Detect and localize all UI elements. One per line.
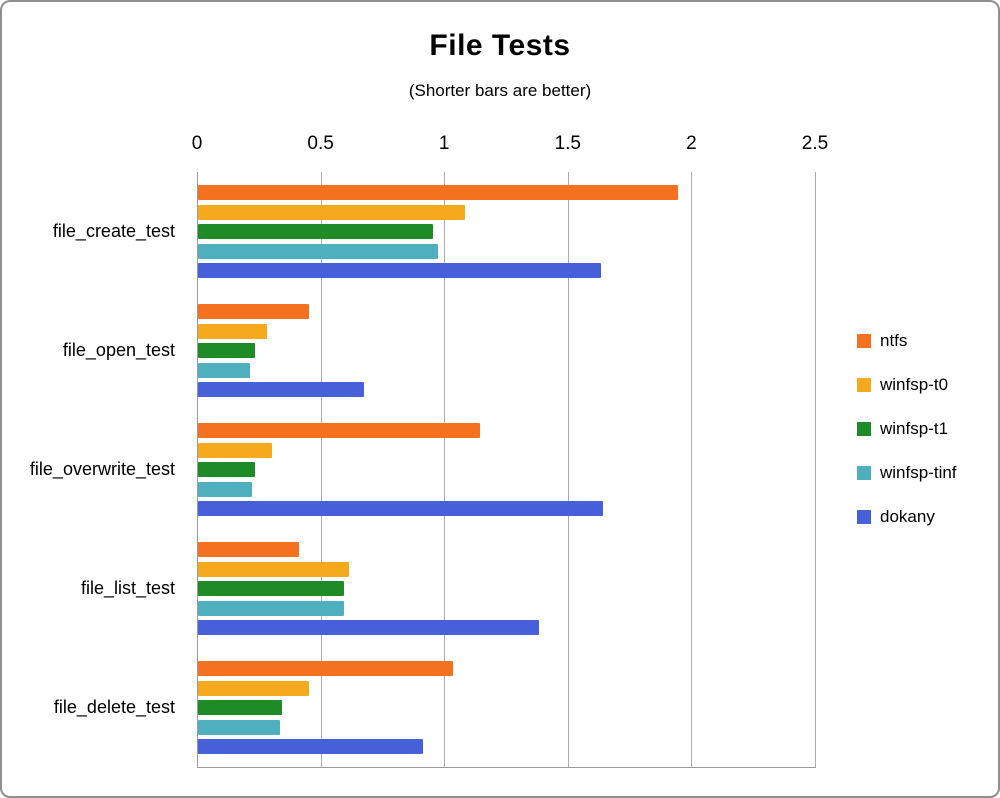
- bar-dokany: [198, 382, 364, 397]
- bar-dokany: [198, 263, 601, 278]
- bar-dokany: [198, 501, 604, 516]
- legend-item: dokany: [857, 506, 957, 526]
- bar-group: [198, 410, 816, 529]
- x-tick-label: 2: [686, 133, 697, 154]
- legend-item: winfsp-t1: [857, 418, 957, 438]
- chart-title: File Tests: [429, 29, 571, 62]
- bar-winfsp-t0: [198, 323, 268, 339]
- bar-winfsp-t1: [198, 343, 255, 358]
- x-tick-label: 2.5: [801, 133, 829, 154]
- bar-winfsp-tinf: [198, 481, 253, 497]
- bar-dokany: [198, 739, 423, 754]
- bar-winfsp-t1: [198, 700, 283, 715]
- bar-group: [198, 291, 816, 410]
- legend: ntfs winfsp-t0 winfsp-t1 winfsp-tinf dokany: [857, 330, 957, 552]
- bar-winfsp-t0: [198, 680, 310, 696]
- category-label: file_list_test: [80, 578, 175, 598]
- bar-winfsp-tinf: [198, 719, 280, 735]
- legend-label: winfsp-t0: [880, 374, 949, 394]
- legend-label: ntfs: [880, 330, 908, 350]
- bar-ntfs: [198, 542, 300, 557]
- x-tick-label: 1: [438, 133, 450, 154]
- legend-item: winfsp-tinf: [857, 462, 957, 482]
- chart-subtitle: (Shorter bars are better): [408, 81, 592, 100]
- x-tick-label: 1.5: [554, 133, 582, 154]
- category-label: file_delete_test: [53, 697, 175, 717]
- legend-label: winfsp-t1: [880, 418, 949, 438]
- legend-item: ntfs: [857, 330, 957, 350]
- bar-group: [198, 529, 816, 648]
- bar-ntfs: [198, 661, 453, 676]
- bar-ntfs: [198, 423, 480, 438]
- legend-swatch: [857, 377, 871, 392]
- category-label: file_open_test: [62, 340, 175, 360]
- legend-label: dokany: [880, 506, 935, 526]
- legend-swatch: [857, 509, 871, 524]
- legend-swatch: [857, 333, 871, 348]
- bar-winfsp-t0: [198, 561, 349, 577]
- bar-group: [198, 648, 816, 767]
- gridline: [815, 172, 816, 767]
- bar-ntfs: [198, 304, 310, 319]
- bar-winfsp-t1: [198, 224, 433, 239]
- bar-group: [198, 172, 816, 291]
- category-label: file_overwrite_test: [29, 459, 175, 479]
- bar-winfsp-t0: [198, 442, 273, 458]
- legend-swatch: [857, 465, 871, 480]
- category-label: file_create_test: [52, 221, 175, 241]
- x-tick-label: 0: [191, 133, 203, 154]
- bar-dokany: [198, 620, 540, 635]
- bar-winfsp-tinf: [198, 600, 344, 616]
- bar-winfsp-t1: [198, 581, 344, 596]
- bar-winfsp-tinf: [198, 243, 438, 259]
- gridline: [567, 172, 569, 767]
- gridline: [444, 172, 446, 767]
- legend-label: winfsp-tinf: [880, 462, 957, 482]
- bar-winfsp-t1: [198, 462, 255, 477]
- bar-ntfs: [198, 185, 678, 200]
- bar-winfsp-tinf: [198, 362, 250, 378]
- gridline: [691, 172, 693, 767]
- legend-swatch: [857, 421, 871, 436]
- bar-winfsp-t0: [198, 204, 465, 220]
- x-axis: 0 0.5 1 1.5 2 2.5: [192, 133, 829, 157]
- plot-area: [197, 172, 816, 768]
- legend-item: winfsp-t0: [857, 374, 957, 394]
- gridline: [320, 172, 322, 767]
- x-tick-label: 0.5: [307, 133, 334, 154]
- category-axis: file_create_test file_open_test file_overw…: [2, 172, 185, 767]
